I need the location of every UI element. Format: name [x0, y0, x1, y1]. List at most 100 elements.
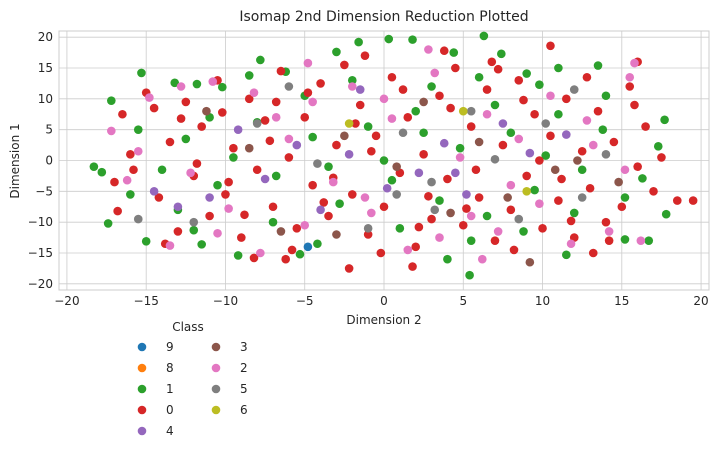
data-point-class-0	[630, 100, 639, 110]
data-point-class-1	[308, 132, 317, 142]
legend-item-6: 6	[211, 403, 248, 417]
legend-label: 0	[166, 403, 174, 417]
data-point-class-0	[344, 264, 354, 273]
data-point-class-0	[192, 159, 202, 168]
data-point-class-0	[260, 116, 270, 125]
data-point-class-4	[382, 183, 392, 193]
x-tick-label: −20	[54, 294, 79, 308]
data-point-class-2	[625, 72, 635, 82]
data-point-class-2	[535, 199, 544, 208]
data-point-class-2	[284, 134, 294, 144]
data-point-class-0	[408, 262, 417, 271]
data-point-class-1	[411, 106, 421, 116]
data-point-class-4	[414, 168, 424, 178]
data-point-class-2	[582, 116, 592, 125]
data-point-class-1	[97, 167, 107, 177]
data-point-class-4	[562, 130, 571, 139]
data-points	[89, 31, 698, 280]
data-point-class-2	[256, 248, 265, 258]
data-point-class-3	[525, 257, 535, 267]
data-point-class-3	[332, 230, 341, 239]
chart-title: Isomap 2nd Dimension Reduction Plotted	[239, 9, 528, 25]
data-point-class-0	[387, 72, 397, 82]
data-point-class-1	[519, 227, 528, 236]
data-point-class-4	[173, 202, 183, 212]
data-point-class-1	[354, 37, 363, 47]
data-point-class-4	[355, 85, 365, 94]
data-point-class-1	[490, 100, 500, 110]
legend-marker	[211, 384, 221, 394]
data-point-class-1	[192, 79, 202, 89]
data-point-class-4	[462, 190, 471, 199]
data-point-class-0	[118, 109, 127, 119]
data-point-class-3	[550, 165, 560, 175]
data-point-class-2	[367, 208, 376, 218]
data-point-class-0	[514, 76, 524, 85]
data-point-class-1	[497, 49, 506, 59]
data-point-class-2	[588, 140, 598, 150]
data-point-class-3	[446, 208, 455, 218]
data-point-class-0	[439, 46, 449, 56]
legend-title: Class	[172, 320, 204, 334]
data-point-class-0	[657, 153, 666, 162]
data-point-class-0	[601, 217, 611, 227]
data-point-class-5	[601, 150, 611, 159]
data-point-class-2	[133, 146, 143, 156]
data-point-class-3	[503, 193, 512, 202]
x-tick-label: 15	[614, 294, 629, 308]
data-point-class-0	[149, 103, 159, 113]
data-point-class-1	[474, 72, 484, 82]
data-point-class-0	[300, 113, 310, 122]
data-point-class-0	[316, 79, 325, 88]
data-point-class-4	[149, 187, 159, 196]
data-point-class-1	[189, 225, 199, 235]
data-point-class-0	[471, 165, 481, 175]
data-point-class-0	[546, 41, 555, 51]
data-point-class-0	[347, 190, 357, 199]
legend-label: 3	[240, 340, 248, 354]
data-point-class-1	[569, 208, 579, 218]
y-tick-label: 20	[38, 30, 53, 44]
data-point-class-2	[303, 58, 313, 68]
data-point-class-1	[482, 211, 492, 221]
data-point-class-1	[89, 162, 99, 171]
legend-marker	[211, 363, 221, 373]
data-point-class-1	[479, 31, 489, 41]
data-point-class-1	[427, 82, 436, 91]
legend-marker	[137, 405, 147, 415]
data-point-class-0	[522, 171, 531, 181]
data-point-class-2	[424, 45, 433, 54]
data-point-class-6	[344, 119, 354, 128]
data-point-class-0	[287, 245, 297, 255]
data-point-class-3	[474, 137, 484, 147]
legend-item-2: 2	[211, 361, 248, 375]
data-point-class-1	[244, 71, 254, 80]
data-point-class-2	[620, 165, 630, 175]
y-tick-labels: −20 −15 −10 −5 0 5 10 15 20	[28, 30, 53, 291]
data-point-class-1	[217, 82, 227, 92]
data-point-class-0	[509, 245, 519, 255]
data-point-class-0	[493, 64, 503, 74]
data-point-class-1	[347, 76, 357, 85]
legend-label: 4	[166, 424, 174, 438]
data-point-class-4	[260, 174, 270, 184]
y-tick-label: 0	[45, 154, 53, 168]
data-point-class-5	[133, 214, 143, 224]
data-point-class-2	[466, 211, 476, 221]
data-point-class-2	[435, 233, 444, 242]
data-point-class-2	[566, 239, 576, 249]
data-point-class-1	[133, 125, 143, 134]
data-point-class-0	[237, 233, 246, 242]
data-point-class-0	[371, 131, 381, 141]
data-point-class-2	[455, 153, 465, 162]
data-point-class-0	[379, 202, 389, 212]
legend-label: 1	[166, 382, 174, 396]
data-point-class-1	[449, 48, 459, 57]
data-point-class-1	[335, 199, 344, 208]
legend-item-3: 3	[211, 340, 248, 354]
data-point-class-1	[554, 109, 563, 119]
data-point-class-1	[141, 236, 151, 246]
data-point-class-0	[276, 66, 286, 76]
data-point-class-0	[577, 146, 587, 156]
data-point-class-0	[562, 94, 571, 104]
